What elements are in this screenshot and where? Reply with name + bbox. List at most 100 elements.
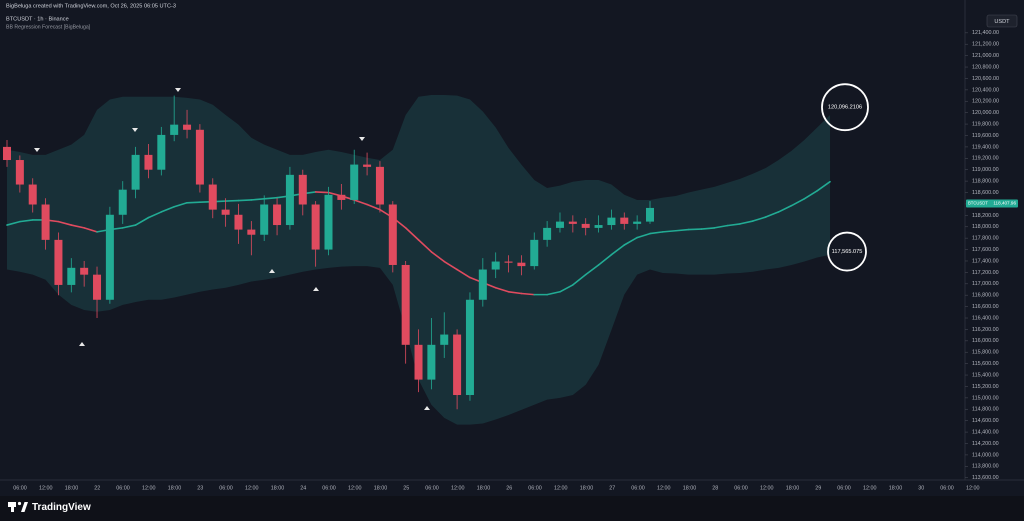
candle-body [401, 264, 410, 345]
y-tick-label: 115,600.00 [972, 361, 999, 367]
x-tick-label: 25 [403, 485, 409, 491]
candle-body [247, 229, 256, 235]
x-tick-label: 12:00 [760, 485, 774, 491]
basis-segment [739, 220, 754, 225]
candle-body [144, 154, 153, 170]
candle-body [568, 221, 577, 224]
x-tick-label: 12:00 [657, 485, 671, 491]
x-tick-label: 26 [506, 485, 512, 491]
band-area [7, 94, 831, 425]
y-tick-label: 114,000.00 [972, 452, 999, 458]
x-tick-label: 06:00 [528, 485, 542, 491]
basis-segment [649, 231, 664, 235]
candle-body [555, 221, 564, 228]
signal-marker [34, 148, 40, 152]
signal-marker [359, 137, 365, 141]
candle-body [427, 344, 436, 380]
signal-marker [79, 342, 85, 346]
annotation-circle [821, 83, 869, 132]
candle-body [504, 261, 513, 263]
x-tick-label: 06:00 [219, 485, 233, 491]
y-tick-label: 117,200.00 [972, 270, 999, 276]
y-tick-label: 120,000.00 [972, 110, 999, 116]
brand-logo [8, 501, 28, 512]
candle-body [465, 299, 474, 396]
x-tick-label: 23 [197, 485, 203, 491]
y-tick-label: 120,600.00 [972, 76, 999, 82]
basis-segment [623, 236, 638, 246]
basis-segment [19, 219, 34, 223]
candle-body [54, 239, 63, 285]
candle-body [620, 217, 629, 224]
basis-segment [404, 227, 420, 241]
x-tick-label: 24 [300, 485, 306, 491]
candle-body [208, 184, 217, 210]
y-tick-label: 121,400.00 [972, 30, 999, 36]
candle-body [478, 269, 487, 300]
candle-body [375, 166, 384, 205]
candle-body [517, 262, 526, 267]
candle-body [414, 344, 423, 380]
basis-segment [777, 204, 793, 213]
signal-marker [269, 269, 275, 273]
y-tick-label: 116,800.00 [972, 293, 999, 299]
annotation-circle [827, 231, 867, 272]
basis-segment [353, 199, 368, 206]
last-price-symbol: BTCUSDT [968, 201, 988, 206]
y-tick-label: 115,800.00 [972, 350, 999, 356]
x-tick-label: 12:00 [554, 485, 568, 491]
y-tick-label: 119,600.00 [972, 133, 999, 139]
x-tick-label: 18:00 [683, 485, 697, 491]
x-tick-label: 27 [609, 485, 615, 491]
x-tick-label: 06:00 [13, 485, 27, 491]
candle-body [350, 164, 359, 200]
x-tick-label: 12:00 [39, 485, 53, 491]
y-tick-label: 113,800.00 [972, 464, 999, 470]
basis-segment [57, 220, 73, 226]
basis-segment [713, 224, 728, 229]
candle-body [105, 214, 114, 300]
x-tick-label: 06:00 [322, 485, 336, 491]
y-tick-label: 114,800.00 [972, 407, 999, 413]
x-tick-label: 18:00 [477, 485, 491, 491]
logo-shape [17, 501, 22, 506]
y-tick-label: 116,200.00 [972, 327, 999, 333]
candle-body [440, 334, 449, 345]
signal-markers [34, 88, 430, 410]
candle-body [234, 214, 243, 230]
y-tick-label: 119,800.00 [972, 122, 999, 128]
currency[interactable]: USDT [994, 19, 1010, 25]
basis-segment [674, 228, 690, 232]
x-tick-label: 12:00 [966, 485, 980, 491]
basis-segment [803, 190, 818, 200]
candle-body [337, 194, 346, 200]
y-tick-label: 115,200.00 [972, 384, 999, 390]
x-tick-label: 18:00 [786, 485, 800, 491]
annotation-label: 117,565.075 [832, 249, 863, 255]
basis-segment [237, 199, 253, 202]
currency-box[interactable] [986, 14, 1018, 28]
y-tick-label: 120,800.00 [972, 64, 999, 70]
candle-body [183, 124, 192, 130]
x-tick-label: 06:00 [631, 485, 645, 491]
basis-segment [546, 290, 561, 296]
signal-marker [424, 406, 430, 410]
candle-body [581, 223, 590, 228]
basis-segment [726, 223, 741, 227]
basis-segment [456, 268, 471, 279]
x-tick-label: 28 [712, 485, 718, 491]
y-tick-label: 116,000.00 [972, 338, 999, 344]
y-tick-label: 116,600.00 [972, 304, 999, 310]
brand: TradingView [32, 502, 91, 513]
y-tick-label: 119,400.00 [972, 144, 999, 150]
y-tick-label: 114,200.00 [972, 441, 999, 447]
basis-segment [430, 251, 446, 263]
x-tick-label: 29 [815, 485, 821, 491]
indicator-name: BB Regression Forecast [BigBeluga] [6, 24, 91, 30]
x-tick-label: 12:00 [451, 485, 465, 491]
y-tick-label: 115,400.00 [972, 372, 999, 378]
header: BigBeluga created with TradingView.com, … [6, 3, 176, 9]
candle-body [67, 267, 76, 285]
candle-body [530, 239, 539, 267]
